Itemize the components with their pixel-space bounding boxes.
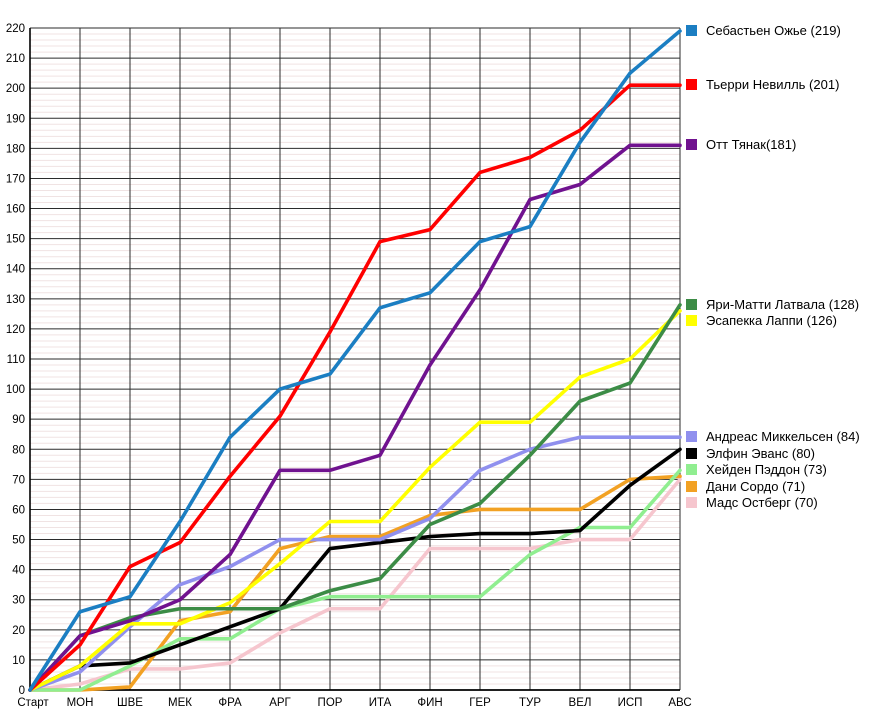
series-line xyxy=(28,447,682,692)
y-tick-label: 140 xyxy=(6,264,25,276)
y-tick-label: 60 xyxy=(12,504,25,516)
x-tick-label: ФРА xyxy=(218,697,242,709)
y-tick-label: 170 xyxy=(6,173,25,185)
series-line xyxy=(28,477,682,692)
x-tick-label: ВЕЛ xyxy=(569,697,592,709)
y-tick-label: 0 xyxy=(19,685,25,697)
y-tick-label: 160 xyxy=(6,204,25,216)
x-tick-label: АВС xyxy=(668,697,691,709)
y-tick-label: 20 xyxy=(12,625,25,637)
y-tick-label: 200 xyxy=(6,83,25,95)
y-tick-label: 120 xyxy=(6,324,25,336)
y-tick-label: 220 xyxy=(6,23,25,35)
x-tick-label: МЕК xyxy=(168,697,192,709)
y-tick-label: 130 xyxy=(6,294,25,306)
x-tick-label: ГЕР xyxy=(469,697,491,709)
y-tick-label: 180 xyxy=(6,143,25,155)
series-line xyxy=(28,474,682,692)
y-tick-label: 100 xyxy=(6,384,25,396)
x-tick-label: ТУР xyxy=(519,697,541,709)
series-line xyxy=(28,83,682,692)
y-tick-label: 70 xyxy=(12,474,25,486)
series-line xyxy=(28,309,682,692)
y-tick-label: 10 xyxy=(12,655,25,667)
x-tick-label: Старт xyxy=(17,697,49,709)
y-tick-label: 110 xyxy=(7,354,25,366)
y-tick-label: 150 xyxy=(6,234,25,246)
x-tick-label: МОН xyxy=(67,697,94,709)
y-tick-label: 210 xyxy=(6,53,25,65)
x-tick-label: ИСП xyxy=(618,697,643,709)
x-tick-label: АРГ xyxy=(269,697,291,709)
y-tick-label: 40 xyxy=(12,565,25,577)
x-tick-label: ФИН xyxy=(417,697,442,709)
x-tick-label: ИТА xyxy=(369,697,392,709)
y-tick-label: 80 xyxy=(12,444,25,456)
y-tick-label: 90 xyxy=(12,414,25,426)
y-tick-label: 190 xyxy=(6,113,25,125)
x-tick-label: ПОР xyxy=(318,697,343,709)
y-tick-label: 50 xyxy=(12,535,25,547)
series-line xyxy=(28,29,682,692)
series-line xyxy=(28,143,682,692)
y-tick-label: 30 xyxy=(12,595,25,607)
x-tick-label: ШВЕ xyxy=(117,697,143,709)
series-line xyxy=(28,435,682,692)
